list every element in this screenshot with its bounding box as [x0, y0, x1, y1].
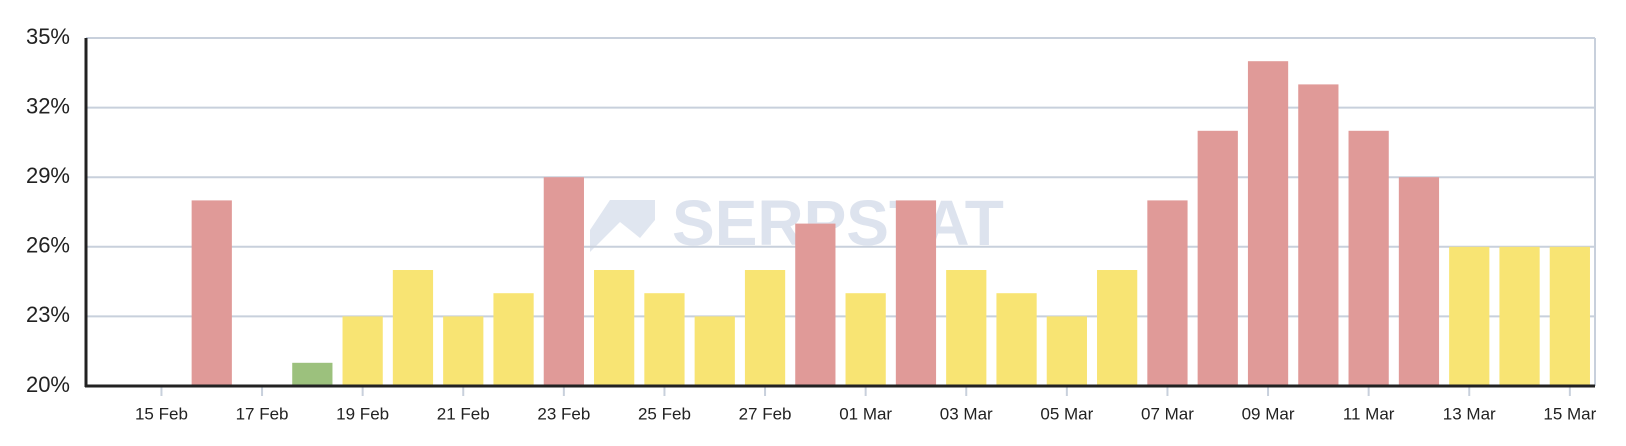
bar [644, 293, 685, 386]
x-tick-label: 15 Feb [135, 404, 188, 423]
bar [493, 293, 534, 386]
bar [895, 200, 937, 386]
x-tick-label: 27 Feb [739, 404, 792, 423]
bar [1197, 130, 1238, 386]
watermark-logo [590, 200, 655, 252]
x-tick-label: 19 Feb [336, 404, 389, 423]
x-tick-label: 03 Mar [940, 404, 993, 423]
bar [744, 270, 786, 386]
bar [845, 293, 886, 386]
x-tick-label: 07 Mar [1141, 404, 1194, 423]
bar [996, 293, 1037, 386]
x-tick-label: 23 Feb [537, 404, 590, 423]
bar [443, 316, 484, 386]
y-tick-label: 20% [26, 372, 70, 397]
bar [1298, 84, 1339, 387]
bar [1398, 177, 1440, 386]
x-tick-label: 21 Feb [437, 404, 490, 423]
x-tick-label: 09 Mar [1242, 404, 1295, 423]
bar [543, 177, 584, 386]
x-tick-label: 15 Mar [1543, 404, 1596, 423]
x-tick-label: 13 Mar [1443, 404, 1496, 423]
x-tick-label: 05 Mar [1040, 404, 1093, 423]
y-tick-label: 32% [26, 93, 70, 118]
bar [1247, 61, 1289, 386]
y-tick-label: 26% [26, 233, 70, 258]
bar [1449, 246, 1490, 386]
x-tick-label: 11 Mar [1343, 404, 1395, 423]
y-tick-label: 35% [26, 24, 70, 49]
bar [191, 200, 232, 386]
bar [1046, 316, 1087, 386]
watermark: SERPSTAT [672, 187, 1004, 259]
bar [1147, 200, 1188, 386]
bar [594, 270, 635, 386]
x-tick-label: 25 Feb [638, 404, 691, 423]
bar [342, 316, 383, 386]
y-tick-label: 29% [26, 163, 70, 188]
bar [292, 362, 333, 386]
y-tick-label: 23% [26, 302, 70, 327]
bar [392, 270, 434, 386]
bar [795, 223, 836, 386]
bar [694, 316, 735, 386]
x-tick-label: 17 Feb [236, 404, 289, 423]
bar [1348, 130, 1389, 386]
bar [1499, 246, 1540, 386]
bar [1097, 270, 1138, 386]
x-tick-label: 01 Mar [839, 404, 892, 423]
bar [1549, 246, 1590, 386]
bar [946, 270, 987, 386]
